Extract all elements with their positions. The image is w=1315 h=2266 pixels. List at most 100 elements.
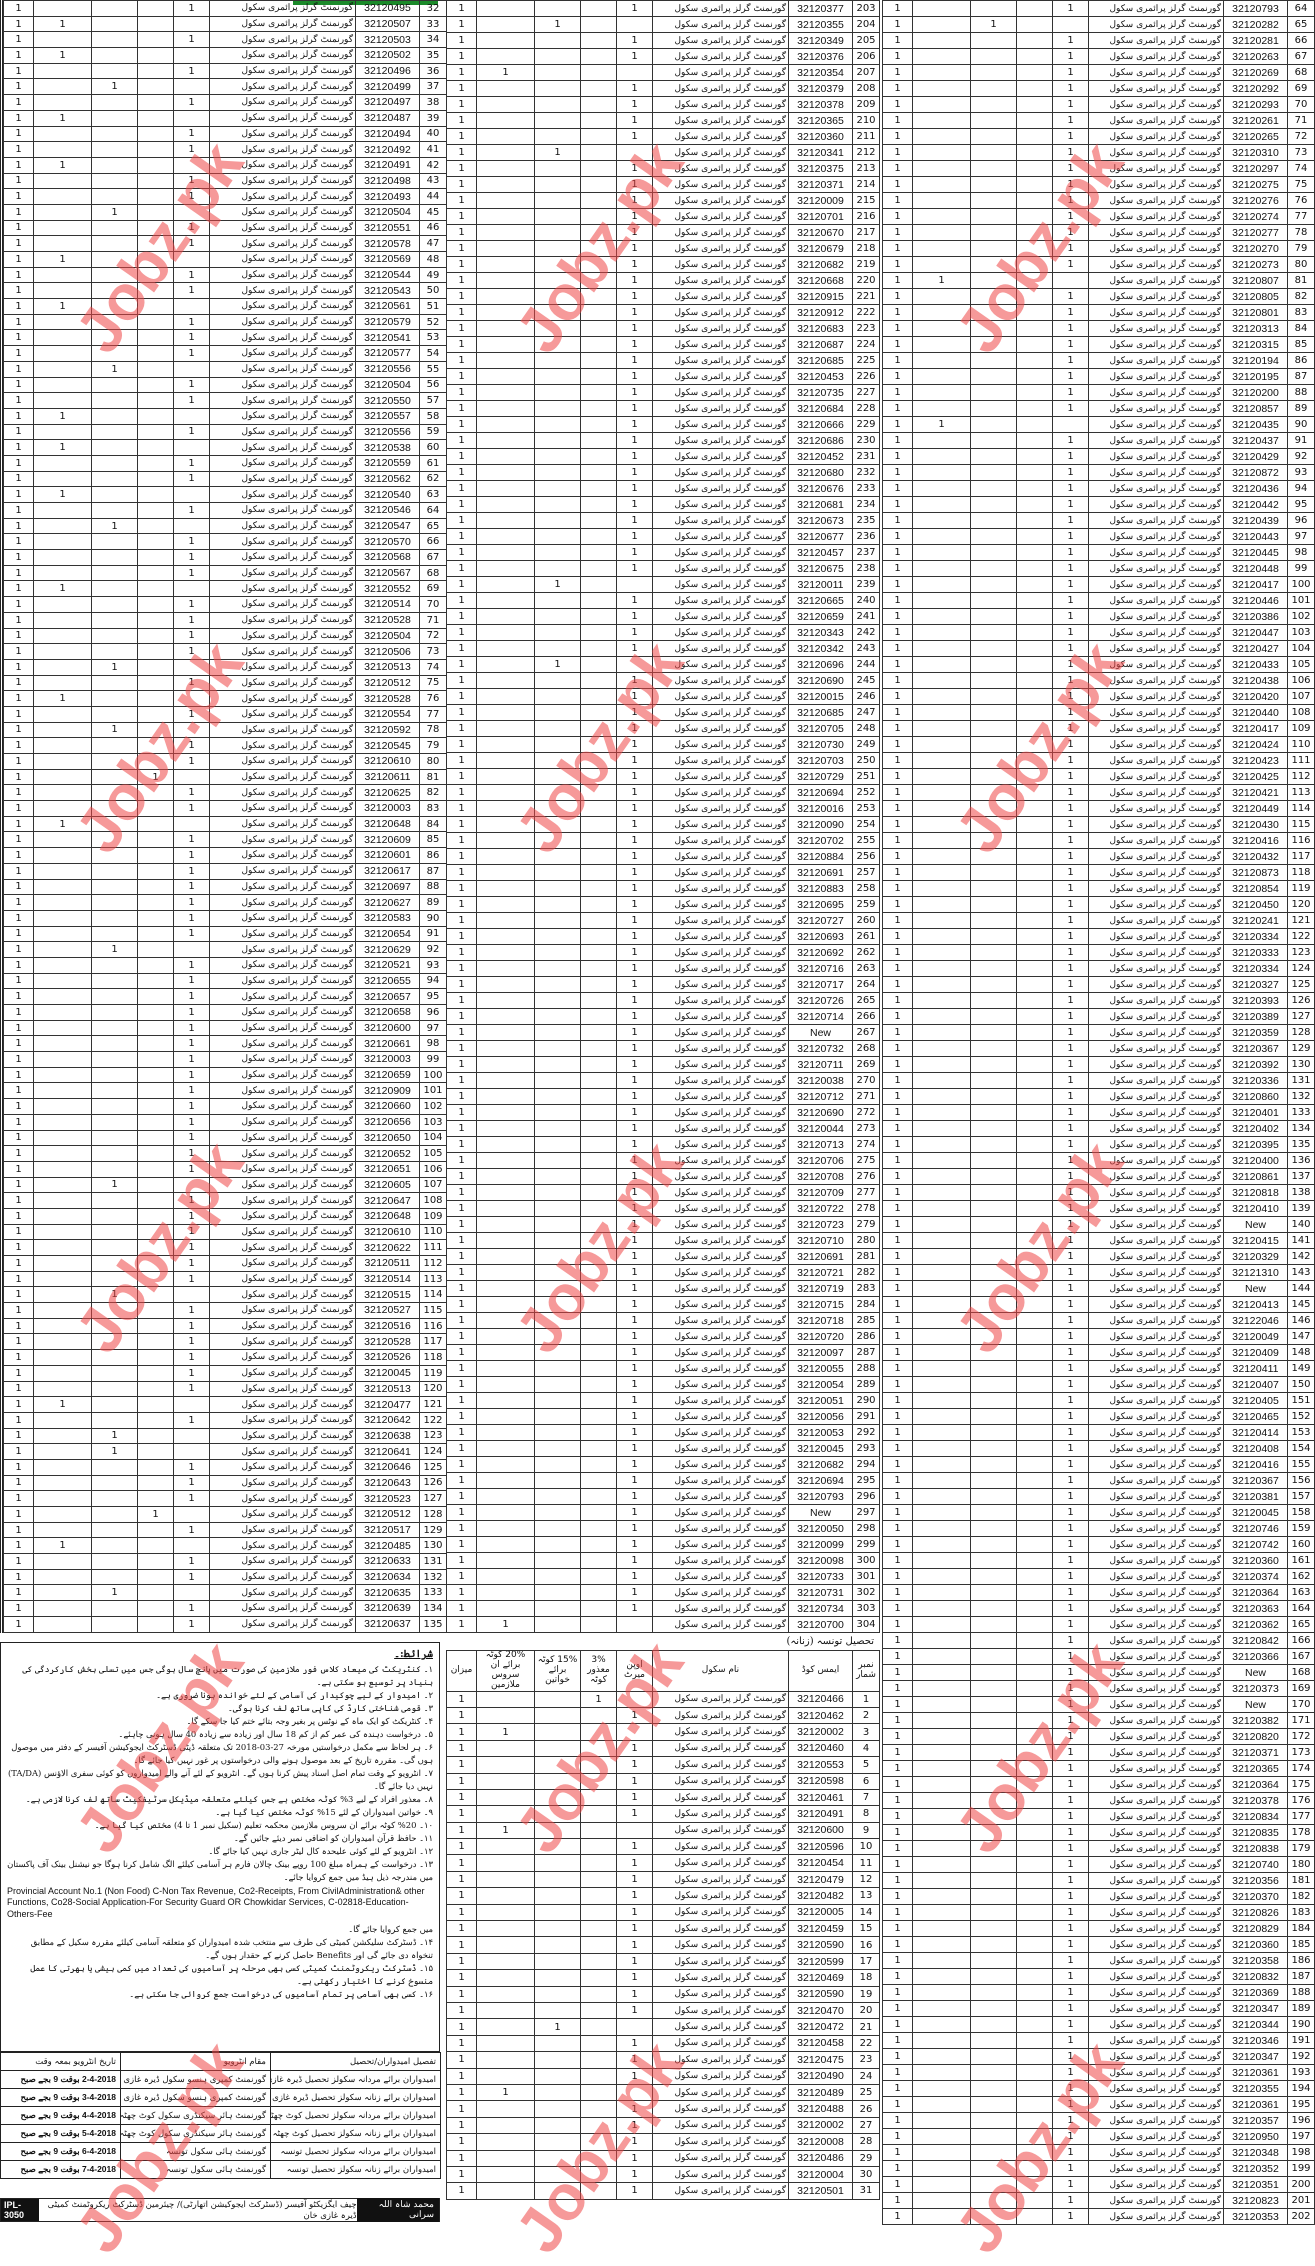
total-cell: 1 <box>3 1192 34 1209</box>
school-name-cell: گورنمنٹ گرلز پرائمری سکول <box>1088 1344 1224 1361</box>
women-quota-cell <box>970 1824 1017 1841</box>
total-cell: 1 <box>882 656 913 673</box>
service-quota-cell <box>33 1035 92 1053</box>
disabled-quota-cell <box>1016 1616 1053 1633</box>
school-name-cell: گورنمنٹ گرلز پرائمری سکول <box>652 1360 789 1377</box>
school-code-cell: 32120485 <box>355 1537 420 1555</box>
school-name-cell: گورنمنٹ گرلز پرائمری سکول <box>652 1104 789 1121</box>
service-quota-cell: 1 <box>33 15 92 33</box>
women-quota-cell <box>534 2182 581 2200</box>
women-quota-cell <box>970 64 1017 81</box>
table-row: 1 1 گورنمنٹ گرلز پرائمری سکول 32120650 104 <box>3 1129 447 1147</box>
women-quota-cell <box>534 560 581 577</box>
service-quota-cell <box>476 208 535 225</box>
table-row: امیدواران برائے مردانہ سکولز تحصیل کوٹ چ… <box>0 2106 441 2125</box>
serial-cell: 246 <box>852 688 880 705</box>
school-name-cell: گورنمنٹ گرلز پرائمری سکول <box>1088 768 1224 785</box>
service-quota-cell <box>33 737 92 754</box>
disabled-quota-cell <box>137 800 174 817</box>
women-quota-cell <box>534 816 581 833</box>
school-code-cell: 32120677 <box>788 528 853 545</box>
school-code-cell: 32120313 <box>1223 320 1288 337</box>
service-quota-cell: 1 <box>476 64 535 81</box>
total-cell: 1 <box>3 1600 34 1617</box>
serial-cell: 98 <box>1287 544 1315 561</box>
women-quota-cell <box>970 1760 1017 1777</box>
total-cell: 1 <box>446 1936 477 1954</box>
school-code-cell: 32120596 <box>788 1838 853 1856</box>
women-quota-cell <box>970 240 1017 257</box>
disabled-quota-cell <box>580 1376 617 1393</box>
table-row: 1 1 گورنمنٹ گرلز پرائمری سکول 32120611 81 <box>3 768 447 786</box>
school-name-cell: گورنمنٹ گرلز پرائمری سکول <box>1088 112 1224 129</box>
total-cell: 1 <box>446 2067 477 2085</box>
school-code-cell: 32120528 <box>355 690 420 707</box>
women-quota-cell <box>91 1019 138 1037</box>
serial-cell: 219 <box>852 256 880 273</box>
school-code-cell: 32120734 <box>788 1600 853 1617</box>
school-name-cell: گورنمنٹ گرلز پرائمری سکول <box>1088 944 1224 961</box>
school-name-cell: گورنمنٹ گرلز پرائمری سکول <box>209 1066 356 1084</box>
school-code-cell: 32120004 <box>788 2165 853 2184</box>
service-quota-cell <box>476 1088 535 1105</box>
women-quota-cell <box>970 1952 1017 1969</box>
serial-cell: 9 <box>852 1821 880 1840</box>
total-cell: 1 <box>882 1536 913 1553</box>
total-cell: 1 <box>3 721 34 739</box>
school-code-cell: 32120507 <box>355 15 420 33</box>
serial-cell: 99 <box>1287 560 1315 577</box>
school-name-cell: گورنمنٹ گرلز پرائمری سکول <box>1088 1872 1224 1889</box>
women-quota-cell <box>534 1788 581 1807</box>
disabled-quota-cell <box>1016 304 1053 321</box>
women-quota-cell <box>970 656 1017 673</box>
school-code-cell: 32120834 <box>1223 1808 1288 1825</box>
service-quota-cell <box>912 1600 971 1617</box>
service-quota-cell <box>912 1936 971 1953</box>
women-quota-cell <box>534 320 581 337</box>
table-row: 1 1 گورنمنٹ گرلز پرائمری سکول 32120374 162 <box>882 1568 1315 1585</box>
school-name-cell: گورنمنٹ گرلز پرائمری سکول <box>652 1184 789 1201</box>
total-cell: 1 <box>3 423 34 441</box>
school-code-cell: 32120550 <box>355 392 420 409</box>
school-code-cell: 32120600 <box>355 1019 420 1037</box>
table-row: 1 1 گورنمنٹ گرلز پرائمری سکول New 267 <box>446 1024 880 1041</box>
table-row: 1 1 گورنمنٹ گرلز پرائمری سکول 32120610 80 <box>3 753 447 770</box>
school-name-cell: گورنمنٹ گرلز پرائمری سکول <box>652 272 789 289</box>
school-code-cell: 32120482 <box>788 1887 853 1905</box>
table-row: 1 1 گورنمنٹ گرلز پرائمری سکول 32120625 82 <box>3 784 447 802</box>
table-row: 1 1 گورنمنٹ گرلز پرائمری سکول 32120700 304 <box>446 1616 880 1633</box>
total-cell: 1 <box>446 1136 477 1153</box>
open-merit-cell: 1 <box>173 1004 210 1021</box>
table-row: 1 1 گورنمنٹ گرلز پرائمری سکول 32120472 21 <box>446 2018 880 2036</box>
school-name-cell: گورنمنٹ گرلز پرائمری سکول <box>209 737 356 754</box>
school-name-cell: گورنمنٹ گرلز پرائمری سکول <box>652 1952 789 1971</box>
table-row: 1 1 گورنمنٹ گرلز پرائمری سکول 32120670 217 <box>446 224 880 241</box>
service-quota-cell <box>33 517 92 535</box>
women-quota-cell <box>970 1696 1017 1713</box>
service-quota-cell <box>33 470 92 488</box>
total-cell: 1 <box>446 784 477 801</box>
service-quota-cell: 1 <box>33 1537 92 1555</box>
serial-cell: 132 <box>419 1568 447 1586</box>
women-quota-cell <box>91 1615 138 1633</box>
total-cell: 1 <box>882 1248 913 1265</box>
school-name-cell: گورنمنٹ گرلز پرائمری سکول <box>652 1552 789 1569</box>
table-row: 1 1 گورنمنٹ گرلز پرائمری سکول 32120487 39 <box>3 109 447 127</box>
women-quota-cell <box>970 1712 1017 1729</box>
open-merit-cell: 1 <box>616 224 653 241</box>
service-quota-cell <box>33 376 92 394</box>
women-quota-cell <box>534 1344 581 1361</box>
disabled-quota-cell <box>580 16 617 33</box>
school-code-cell: 32120722 <box>788 1200 853 1217</box>
total-cell: 1 <box>882 1488 913 1505</box>
total-cell: 1 <box>882 1024 913 1041</box>
service-quota-cell <box>33 1474 92 1492</box>
disabled-quota-cell <box>137 486 174 503</box>
school-name-cell: گورنمنٹ گرلز پرائمری سکول <box>652 2034 789 2053</box>
school-code-cell: 32120622 <box>355 1239 420 1256</box>
school-name-cell: گورنمنٹ گرلز پرائمری سکول <box>652 2149 789 2167</box>
service-quota-cell <box>912 880 971 897</box>
school-code-cell: 32120361 <box>1223 2064 1288 2081</box>
school-code-cell: 32120543 <box>355 282 420 300</box>
disabled-quota-cell <box>580 656 617 673</box>
